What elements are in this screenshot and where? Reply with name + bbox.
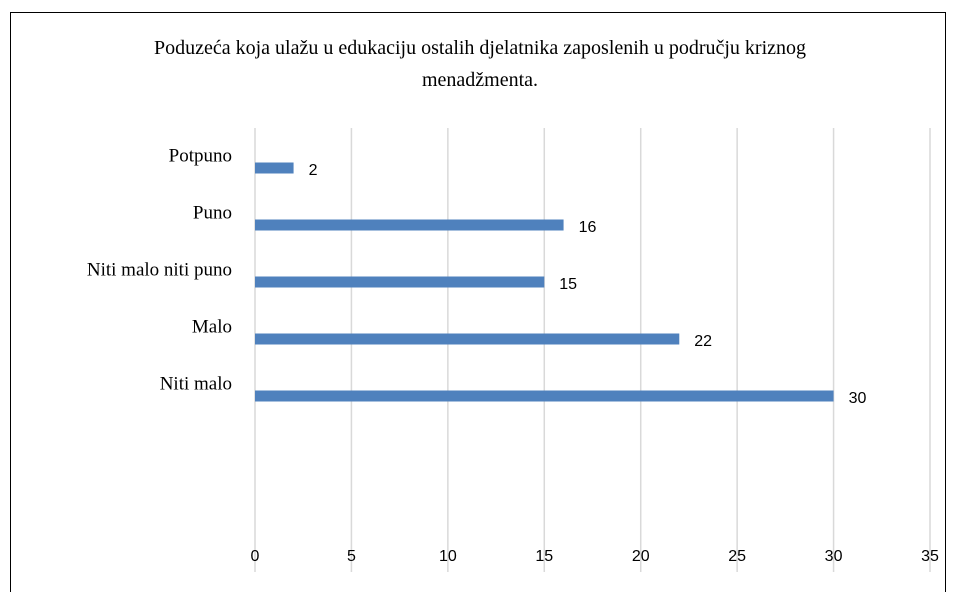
x-tick-label: 10	[439, 548, 457, 565]
data-label: 2	[309, 162, 318, 179]
data-label: 30	[849, 390, 867, 407]
x-tick-label: 30	[825, 548, 843, 565]
data-label: 22	[694, 333, 712, 350]
chart-border	[10, 12, 946, 592]
category-label: Niti malo	[160, 373, 232, 394]
x-tick-label: 15	[535, 548, 553, 565]
data-label: 16	[579, 219, 597, 236]
category-label: Malo	[192, 316, 232, 337]
bar	[255, 333, 680, 345]
category-label: Niti malo niti puno	[87, 259, 232, 280]
x-tick-label: 0	[251, 548, 260, 565]
x-tick-label: 20	[632, 548, 650, 565]
bar	[255, 276, 545, 288]
category-label: Potpuno	[169, 145, 232, 166]
x-tick-label: 25	[728, 548, 746, 565]
bar	[255, 390, 834, 402]
data-label: 15	[559, 276, 577, 293]
x-tick-label: 5	[347, 548, 356, 565]
chart-title: Poduzeća koja ulažu u edukaciju ostalih …	[153, 37, 807, 91]
x-tick-label: 35	[921, 548, 939, 565]
bar	[255, 162, 294, 174]
category-label: Puno	[193, 202, 232, 223]
bar	[255, 219, 564, 231]
